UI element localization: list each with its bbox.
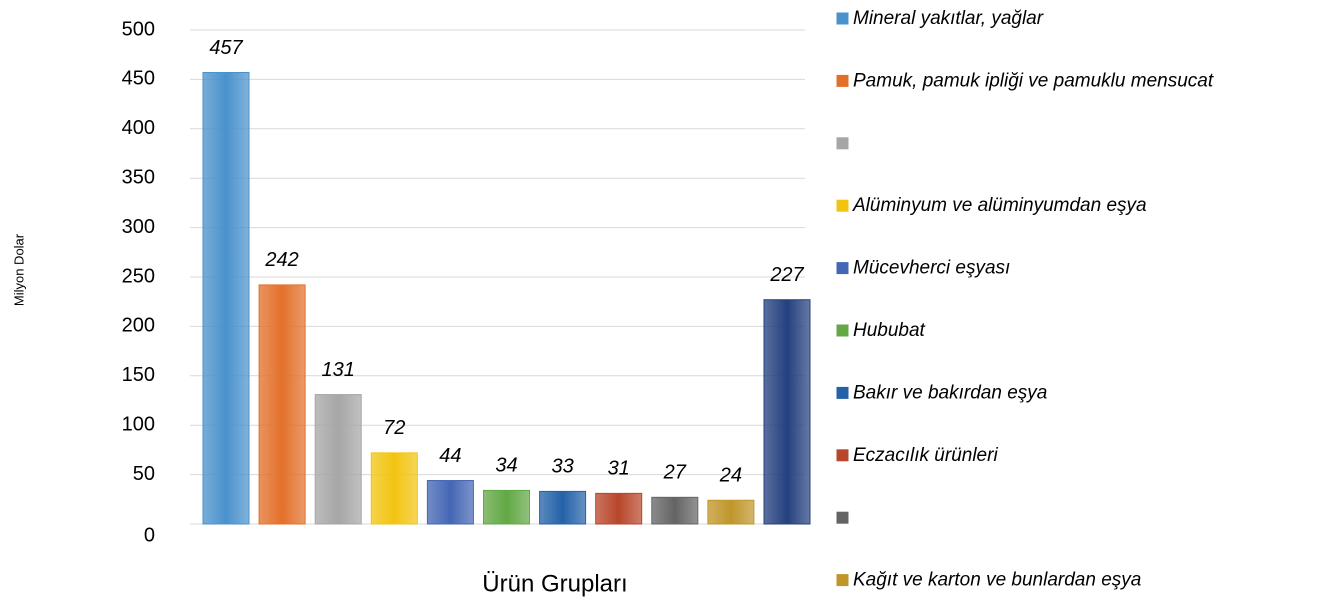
legend-swatch — [835, 573, 850, 588]
bar — [707, 499, 755, 525]
bar — [595, 492, 643, 525]
legend-label: Eczacılık ürünleri — [853, 445, 998, 466]
bar — [651, 496, 699, 525]
bar — [258, 284, 306, 525]
bar — [426, 480, 474, 525]
legend-swatch — [835, 261, 850, 276]
y-tick-label: 300 — [122, 216, 155, 238]
legend-swatch — [835, 385, 850, 400]
legend-swatch — [835, 323, 850, 338]
legend-label: Pamuk, pamuk ipliği ve pamuklu mensucat — [853, 70, 1214, 91]
legend-swatch — [835, 136, 850, 151]
legend-label: Mineral yakıtlar, yağlar — [853, 8, 1044, 29]
y-tick-label: 0 — [144, 524, 155, 546]
bar — [483, 489, 530, 525]
y-axis-label: Milyon Dolar — [11, 233, 26, 306]
bar — [202, 71, 250, 525]
legend-label: Mücevherci eşyası — [853, 258, 1010, 279]
legend-label: Hububat — [853, 320, 926, 341]
value-label: 33 — [551, 456, 573, 478]
y-tick-label: 350 — [122, 166, 155, 188]
legend-swatch — [835, 11, 850, 26]
value-label: 72 — [383, 417, 405, 439]
y-tick-label: 150 — [122, 364, 155, 386]
y-tick-label: 400 — [122, 117, 155, 139]
legend-swatch — [835, 510, 850, 525]
value-label: 457 — [209, 37, 243, 59]
value-label: 242 — [264, 249, 298, 271]
y-tick-label: 200 — [122, 315, 155, 337]
legend-label: Kağıt ve karton ve bunlardan eşya — [853, 570, 1141, 591]
value-label: 24 — [719, 465, 742, 487]
value-label: 31 — [608, 458, 630, 480]
y-tick-label: 450 — [122, 68, 155, 90]
value-label: 227 — [769, 264, 804, 286]
value-label: 44 — [439, 445, 461, 467]
legend-label: Bakır ve bakırdan eşya — [853, 382, 1047, 403]
legend-label: Alüminyum ve alüminyumdan eşya — [852, 195, 1147, 216]
bar — [370, 452, 418, 525]
legend-swatch — [835, 448, 850, 463]
bar — [314, 394, 362, 525]
y-tick-label: 100 — [122, 413, 155, 435]
value-label: 131 — [322, 359, 355, 381]
legend-swatch — [835, 73, 850, 88]
y-tick-label: 50 — [133, 463, 155, 485]
bar — [763, 299, 811, 525]
y-tick-label: 250 — [122, 265, 155, 287]
x-axis-label: Ürün Grupları — [482, 570, 627, 597]
legend-swatch — [835, 198, 850, 213]
bar — [539, 490, 587, 525]
value-label: 34 — [495, 455, 517, 477]
value-label: 27 — [663, 462, 687, 484]
y-tick-label: 500 — [122, 18, 155, 40]
